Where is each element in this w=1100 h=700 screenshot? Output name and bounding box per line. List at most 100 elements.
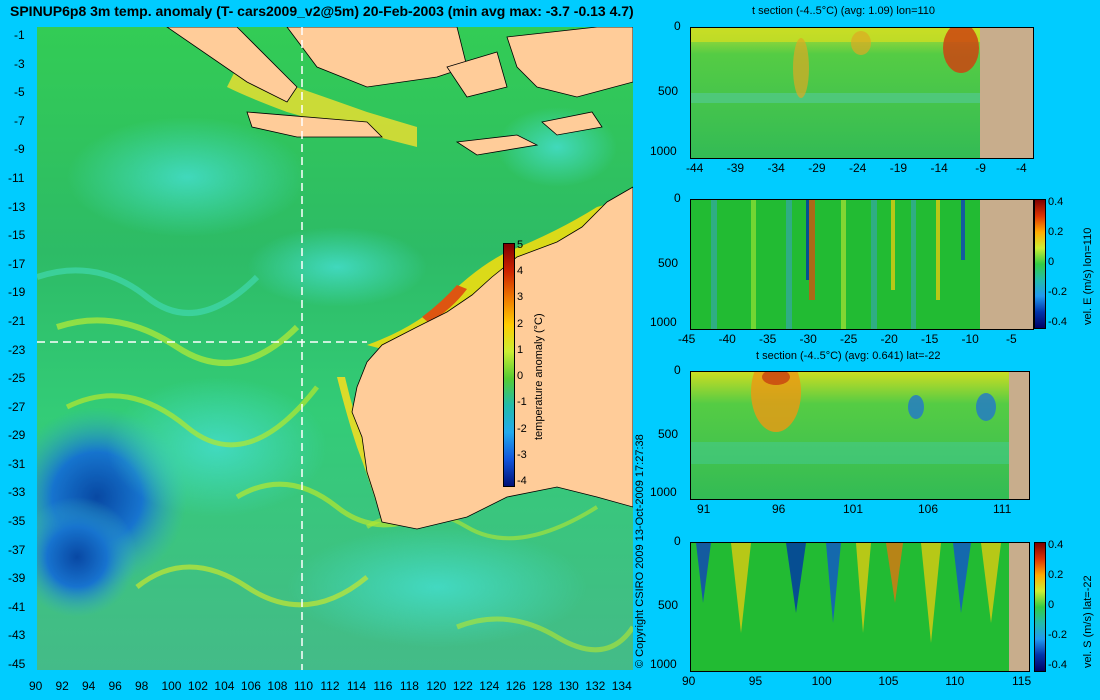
colorbar-tick-label: 5 bbox=[517, 239, 524, 251]
lat-tick-label: -7 bbox=[14, 113, 25, 128]
lon-tick-label: 120 bbox=[426, 679, 447, 693]
lat-tick-label: -21 bbox=[8, 313, 26, 328]
lat-tick-label: -11 bbox=[8, 170, 25, 185]
colorbar-tick-label: 3 bbox=[517, 291, 524, 304]
depth-tick-label: 1000 bbox=[650, 484, 677, 499]
velocity-colorbar-tick-label: 0.2 bbox=[1048, 226, 1064, 238]
section-x-tick-label: 96 bbox=[772, 502, 786, 516]
lon-tick-label: 134 bbox=[611, 679, 632, 693]
section-x-tick-label: -25 bbox=[840, 332, 858, 346]
lat-tick-label: -41 bbox=[8, 599, 26, 614]
velocity-colorbar-tick-label: -0.2 bbox=[1048, 286, 1067, 298]
warm-anomaly-patch bbox=[422, 285, 467, 323]
depth-tick-label: 500 bbox=[658, 598, 679, 612]
depth-tick-label: 0 bbox=[674, 19, 681, 33]
lon-tick-label: 96 bbox=[108, 679, 122, 693]
velocity-colorbar-tick-label: -0.4 bbox=[1048, 659, 1067, 671]
lon-tick-label: 92 bbox=[55, 679, 69, 693]
lat-tick-label: -15 bbox=[8, 228, 26, 243]
lat-tick-label: -39 bbox=[8, 571, 26, 586]
lat-tick-label: -9 bbox=[14, 142, 25, 157]
section-x-tick-label: 105 bbox=[878, 674, 899, 688]
section-x-tick-label: -9 bbox=[975, 161, 986, 175]
velocity-colorbar-tick-label: -0.4 bbox=[1048, 316, 1067, 328]
colorbar-tick-label: 4 bbox=[517, 265, 524, 278]
colorbar-tick-label: 2 bbox=[517, 317, 524, 330]
depth-tick-label: 500 bbox=[658, 255, 679, 270]
section-x-tick-label: 111 bbox=[993, 502, 1012, 516]
lon-tick-label: 132 bbox=[585, 679, 606, 693]
lat-tick-label: -37 bbox=[8, 542, 26, 557]
colorbar-tick-label: -3 bbox=[517, 448, 527, 461]
temperature-anomaly-map bbox=[37, 27, 633, 670]
depth-tick-label: 1000 bbox=[650, 143, 677, 158]
lat-tick-label: -35 bbox=[8, 514, 26, 529]
section-x-tick-label: -39 bbox=[726, 161, 745, 175]
section-x-tick-label: -19 bbox=[889, 161, 908, 175]
section-x-tick-label: 90 bbox=[682, 674, 696, 688]
lon-tick-label: 100 bbox=[161, 679, 182, 693]
depth-tick-label: 0 bbox=[674, 191, 681, 205]
lat-tick-label: -3 bbox=[14, 56, 25, 71]
lon-tick-label: 110 bbox=[293, 679, 314, 693]
panel4-colorbar-label: vel. S (m/s) lat=-22 bbox=[1082, 575, 1094, 668]
lat-tick-label: -31 bbox=[8, 456, 26, 471]
land-masses bbox=[166, 27, 633, 530]
velocity-colorbar-tick-label: 0.4 bbox=[1048, 196, 1064, 208]
panel4-colorbar bbox=[1034, 542, 1046, 672]
map-colorbar-label: temperature anomaly (°C) bbox=[533, 313, 545, 440]
section-x-tick-label: -24 bbox=[849, 161, 867, 175]
lon-tick-label: 128 bbox=[532, 679, 553, 693]
lon-tick-label: 114 bbox=[346, 679, 366, 693]
section-x-tick-label: -44 bbox=[686, 161, 704, 175]
section-x-tick-label: 115 bbox=[1012, 674, 1032, 688]
lon-tick-label: 94 bbox=[81, 679, 96, 693]
section-x-tick-label: 101 bbox=[843, 502, 864, 516]
panel2-velocity-east-section bbox=[690, 199, 1034, 330]
panel1-temperature-section bbox=[690, 27, 1034, 159]
panel3-temperature-section bbox=[690, 371, 1030, 500]
colorbar-tick-label: -2 bbox=[517, 422, 527, 435]
lon-tick-label: 122 bbox=[452, 679, 473, 693]
lat-tick-label: -23 bbox=[8, 342, 26, 357]
lon-tick-label: 126 bbox=[505, 679, 526, 693]
colorbar-tick-label: 1 bbox=[517, 343, 524, 356]
section-x-tick-label: -35 bbox=[759, 332, 777, 346]
copyright-text: © Copyright CSIRO 2009 13-Oct-2009 17:27… bbox=[634, 434, 646, 668]
section-x-tick-label: -34 bbox=[767, 161, 785, 175]
panel4-velocity-south-section bbox=[690, 542, 1030, 672]
depth-tick-label: 0 bbox=[674, 534, 681, 548]
map-colorbar bbox=[503, 243, 515, 487]
section-x-tick-label: 95 bbox=[748, 674, 763, 688]
panel3-title: t section (-4..5°C) (avg: 0.641) lat=-22 bbox=[756, 350, 941, 362]
section-x-tick-label: -5 bbox=[1006, 332, 1017, 346]
section-x-tick-label: -30 bbox=[799, 332, 817, 346]
lat-tick-label: -5 bbox=[14, 85, 25, 100]
lon-tick-label: 104 bbox=[214, 679, 235, 693]
lon-tick-label: 124 bbox=[479, 679, 500, 693]
velocity-colorbar-tick-label: 0 bbox=[1048, 256, 1055, 268]
lon-tick-label: 118 bbox=[399, 679, 419, 693]
eddy-field bbox=[37, 107, 633, 653]
section-x-tick-label: -15 bbox=[921, 332, 939, 346]
lon-tick-label: 112 bbox=[320, 679, 340, 693]
lon-tick-label: 116 bbox=[373, 679, 393, 693]
lat-tick-label: -25 bbox=[8, 371, 26, 386]
velocity-colorbar-tick-label: 0.2 bbox=[1048, 569, 1064, 581]
colorbar-tick-label: -1 bbox=[517, 396, 527, 409]
lon-tick-label: 102 bbox=[187, 679, 208, 693]
lat-tick-label: -1 bbox=[14, 28, 25, 42]
depth-tick-label: 0 bbox=[674, 363, 681, 377]
section-x-tick-label: 106 bbox=[918, 502, 939, 516]
lon-tick-label: 130 bbox=[558, 679, 579, 693]
section-x-tick-label: 91 bbox=[697, 502, 711, 516]
depth-tick-label: 1000 bbox=[650, 314, 677, 329]
colorbar-tick-label: -4 bbox=[517, 475, 527, 487]
depth-tick-label: 500 bbox=[658, 426, 679, 441]
section-x-tick-label: -45 bbox=[678, 332, 696, 346]
section-x-tick-label: -4 bbox=[1016, 161, 1027, 175]
lat-tick-label: -17 bbox=[8, 256, 26, 271]
lat-tick-label: -45 bbox=[8, 657, 26, 671]
lon-tick-label: 108 bbox=[267, 679, 288, 693]
lat-tick-label: -27 bbox=[8, 399, 26, 414]
